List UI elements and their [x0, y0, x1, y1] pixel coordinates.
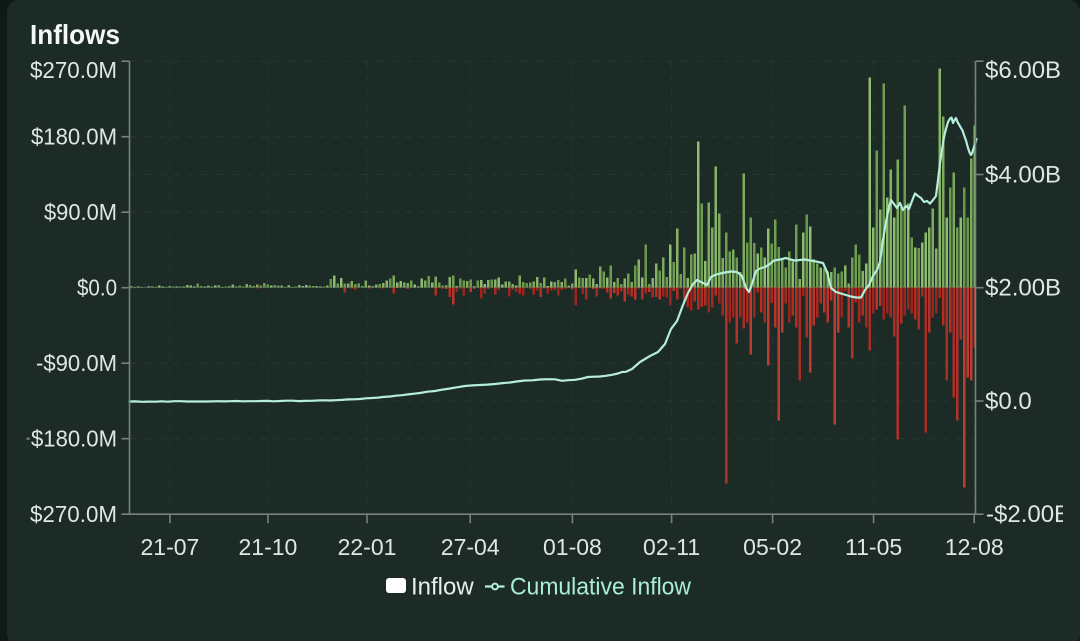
svg-text:$270.0M: $270.0M [30, 501, 117, 527]
svg-text:$0.0: $0.0 [985, 388, 1032, 415]
svg-text:05-02: 05-02 [743, 534, 802, 560]
svg-text:-$90.0M: -$90.0M [36, 350, 117, 376]
svg-text:$2.00B: $2.00B [985, 275, 1061, 302]
svg-text:Cumulative Inflow: Cumulative Inflow [510, 574, 692, 601]
svg-text:Inflow: Inflow [411, 574, 474, 601]
svg-text:21-10: 21-10 [238, 534, 297, 560]
svg-text:$90.0M: $90.0M [44, 199, 117, 225]
svg-text:21-07: 21-07 [140, 534, 199, 560]
svg-text:01-08: 01-08 [543, 534, 602, 560]
svg-text:$180.0M: $180.0M [31, 426, 117, 452]
svg-text:Inflows: Inflows [30, 19, 120, 50]
svg-text:$270.0M: $270.0M [30, 57, 117, 83]
svg-text:22-01: 22-01 [338, 534, 397, 560]
svg-text:$0.0: $0.0 [77, 275, 117, 301]
svg-text:$6.00B: $6.00B [985, 57, 1061, 84]
svg-text:12-08: 12-08 [945, 534, 1004, 560]
svg-text:$180.0M: $180.0M [31, 124, 117, 150]
svg-text:$4.00B: $4.00B [985, 162, 1061, 189]
svg-text:27-04: 27-04 [441, 534, 500, 560]
svg-text:-$2.00B: -$2.00B [986, 501, 1070, 528]
svg-text:02-11: 02-11 [643, 534, 700, 560]
svg-text:11-05: 11-05 [845, 534, 902, 560]
